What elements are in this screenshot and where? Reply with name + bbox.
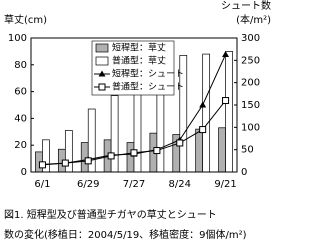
point bbox=[153, 147, 161, 155]
legend-swatch bbox=[95, 56, 109, 66]
y2-tick-label: 300 bbox=[241, 33, 260, 44]
legend-label: 短稈型：シュート bbox=[112, 68, 184, 80]
plot-frame bbox=[30, 37, 238, 173]
legend-label: 普通型：草丈 bbox=[112, 55, 166, 67]
y2-tick-label: 50 bbox=[241, 145, 254, 156]
legend-marker bbox=[98, 83, 106, 91]
legend-label: 普通型：シュート bbox=[112, 81, 184, 93]
y2-tick-label: 150 bbox=[241, 100, 260, 111]
y-tick-label: 60 bbox=[14, 87, 27, 98]
point bbox=[107, 152, 115, 160]
y2-tick-label: 250 bbox=[241, 55, 260, 66]
point bbox=[61, 159, 69, 167]
y-axis-label: 草丈(cm) bbox=[4, 14, 47, 26]
legend-swatch bbox=[95, 43, 109, 53]
caption: 数の変化(移植日：2004/5/19、移植密度：9個体/m²) bbox=[4, 228, 247, 241]
bar bbox=[202, 53, 211, 173]
x-tick-label: 7/27 bbox=[123, 179, 145, 190]
y2-axis-label: シュート数 bbox=[221, 0, 271, 12]
x-tick-label: 6/1 bbox=[34, 179, 50, 190]
bar bbox=[195, 128, 204, 173]
legend-label: 短稈型：草丈 bbox=[112, 42, 166, 54]
point bbox=[176, 139, 184, 147]
point bbox=[38, 161, 46, 169]
y2-tick-label: 100 bbox=[241, 122, 260, 133]
bar bbox=[225, 51, 233, 173]
y2-tick-label: 200 bbox=[241, 78, 260, 89]
point bbox=[222, 97, 230, 105]
point bbox=[130, 149, 138, 157]
legend-marker bbox=[98, 70, 106, 77]
y-tick-label: 0 bbox=[21, 167, 27, 178]
x-tick-label: 8/24 bbox=[169, 179, 191, 190]
y2-tick-label: 0 bbox=[241, 167, 247, 178]
bar bbox=[126, 142, 135, 173]
y2-axis-label: (本/m²) bbox=[236, 13, 271, 26]
point bbox=[222, 51, 230, 58]
caption: 図1. 短稈型及び普通型チガヤの草丈とシュート bbox=[4, 208, 217, 221]
bar bbox=[110, 95, 119, 173]
x-tick-label: 9/21 bbox=[214, 179, 236, 190]
bar bbox=[80, 142, 89, 173]
chart: 草丈(cm) シュート数 (本/m²) 図1. 短稈型及び普通型チガヤの草丈とシ… bbox=[4, 0, 271, 241]
y-tick-label: 80 bbox=[14, 60, 27, 71]
x-tick-label: 6/29 bbox=[77, 179, 99, 190]
y-tick-label: 40 bbox=[14, 113, 27, 124]
bar bbox=[218, 127, 226, 173]
point bbox=[199, 101, 207, 108]
point bbox=[199, 126, 207, 134]
y-tick-label: 20 bbox=[14, 140, 27, 151]
y-tick-label: 100 bbox=[8, 33, 27, 44]
point bbox=[84, 157, 92, 165]
